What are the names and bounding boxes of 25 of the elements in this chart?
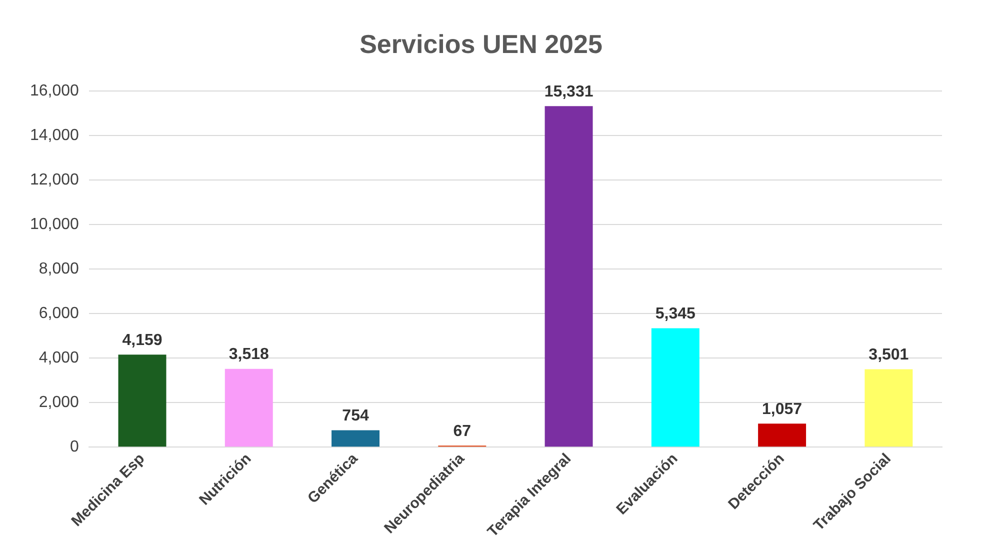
y-tick-label: 16,000	[30, 82, 80, 100]
y-tick-label: 0	[70, 438, 80, 456]
y-tick-label: 10,000	[30, 216, 80, 234]
y-tick-label: 12,000	[30, 172, 80, 189]
data-label: 4,159	[122, 332, 162, 349]
bar	[864, 369, 913, 447]
bar	[224, 368, 273, 447]
data-label: 754	[342, 408, 369, 425]
data-label: 1,057	[762, 400, 802, 418]
data-label: 3,501	[868, 346, 909, 364]
y-tick-label: 2,000	[38, 394, 80, 411]
chart-title: Servicios UEN 2025	[360, 28, 602, 59]
bar	[758, 424, 806, 447]
data-label: 5,345	[655, 306, 696, 323]
data-label: 67	[453, 422, 472, 440]
y-tick-label: 14,000	[30, 127, 80, 144]
y-tick-label: 8,000	[38, 260, 80, 278]
bar	[118, 354, 166, 447]
y-tick-label: 4,000	[38, 350, 80, 367]
bar	[651, 328, 700, 447]
data-label: 15,331	[544, 83, 594, 100]
data-label: 3,518	[228, 346, 270, 364]
bar	[332, 430, 380, 447]
y-tick-label: 6,000	[38, 305, 80, 322]
bar	[544, 106, 593, 447]
